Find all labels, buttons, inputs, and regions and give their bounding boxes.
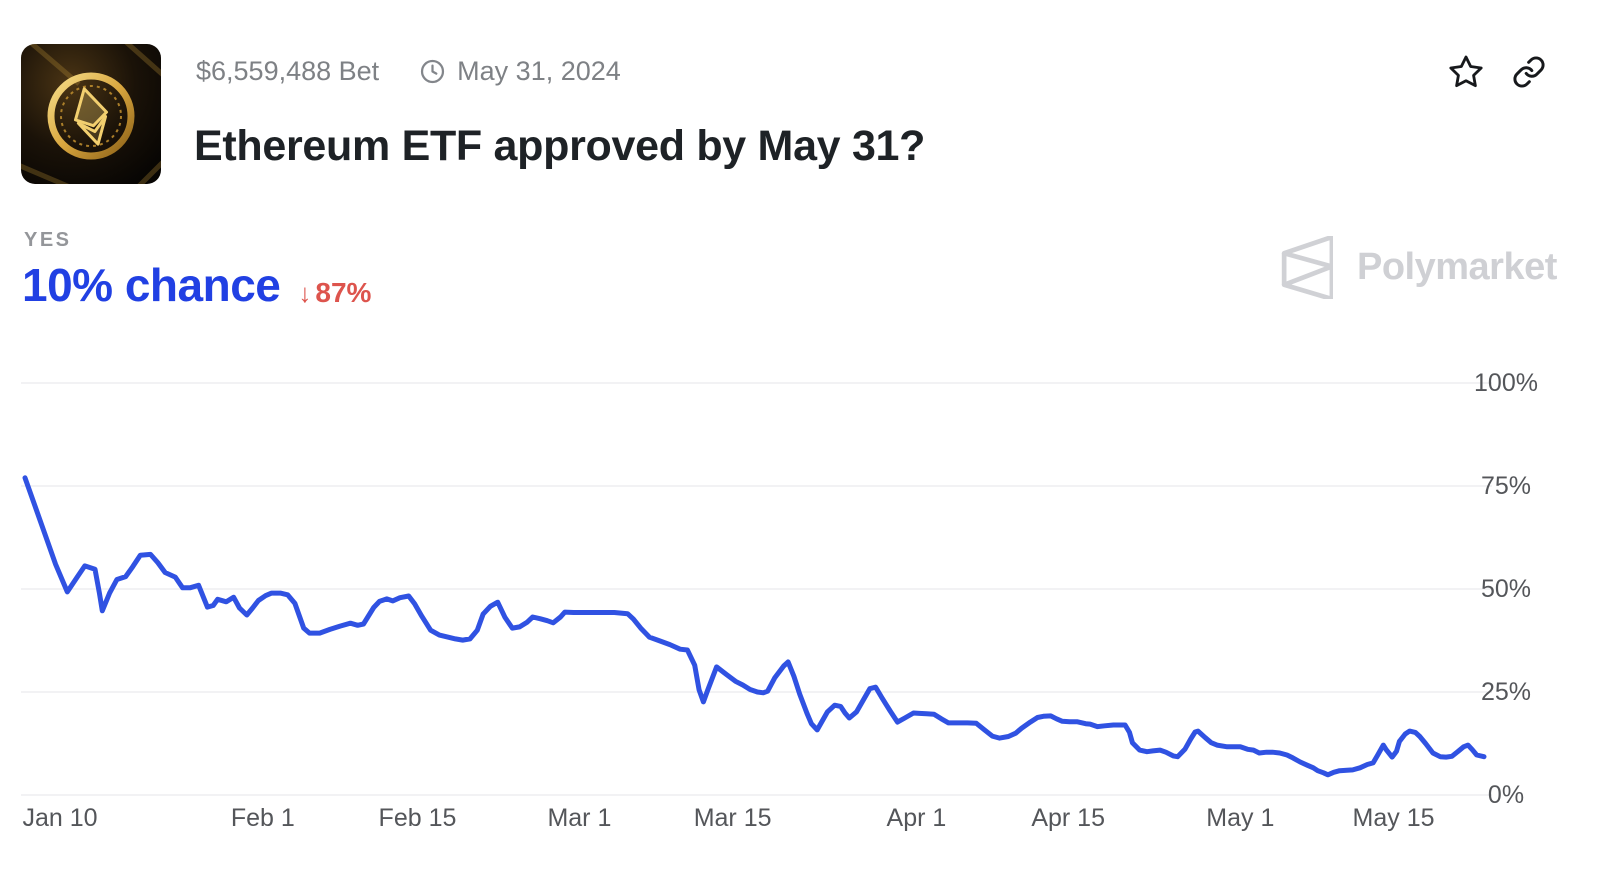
link-icon: [1513, 56, 1545, 88]
down-arrow-icon: ↓: [298, 278, 312, 308]
y-axis-tick-label: 25%: [1480, 678, 1532, 706]
x-axis-tick-label: Apr 1: [886, 804, 947, 832]
end-date: May 31, 2024: [457, 55, 621, 86]
change-indicator: ↓ 87%: [298, 279, 371, 312]
y-axis-tick-label: 50%: [1480, 575, 1532, 603]
polymarket-watermark[interactable]: Polymarket: [1281, 236, 1557, 299]
outcome-label: YES: [24, 229, 72, 251]
favorite-button[interactable]: [1444, 50, 1488, 94]
y-axis-tick-label: 75%: [1480, 472, 1532, 500]
polymarket-brand-text: Polymarket: [1357, 246, 1557, 288]
header-actions: [1444, 50, 1548, 94]
price-line[interactable]: [22, 475, 1487, 778]
price-chart-area: 100% 75% 50% 25% 0% Jan 10 Feb 1 Feb 15 Mar 1 Ma…: [0, 360, 1604, 874]
copy-link-button[interactable]: [1510, 53, 1548, 91]
x-axis-tick-label: Jan 10: [22, 804, 98, 832]
x-axis-tick-label: Mar 1: [547, 804, 612, 832]
y-axis-tick-label: 0%: [1487, 781, 1525, 809]
y-axis-tick-label: 100%: [1474, 369, 1538, 397]
price-chart[interactable]: [0, 360, 1604, 834]
x-axis-tick-label: Feb 15: [378, 804, 457, 832]
x-axis-tick-label: Apr 15: [1031, 804, 1105, 832]
x-axis-tick-label: Mar 15: [693, 804, 772, 832]
x-axis-tick-label: May 15: [1352, 804, 1435, 832]
change-percent: 87%: [315, 277, 372, 308]
outcome-chance-row: 10% chance ↓ 87%: [22, 258, 371, 312]
clock-icon: [419, 58, 446, 85]
chance-value: 10% chance: [22, 259, 281, 311]
market-thumbnail: [21, 44, 161, 184]
x-axis-tick-label: May 1: [1206, 804, 1275, 832]
ethereum-coin-icon: [21, 44, 161, 184]
star-icon: [1449, 55, 1483, 88]
market-meta-row: $6,559,488 Bet May 31, 2024: [196, 55, 621, 87]
polymarket-logo-icon: [1281, 236, 1333, 299]
x-axis-tick-label: Feb 1: [230, 804, 295, 832]
bet-volume: $6,559,488 Bet: [196, 55, 380, 86]
market-title: Ethereum ETF approved by May 31?: [194, 122, 926, 170]
